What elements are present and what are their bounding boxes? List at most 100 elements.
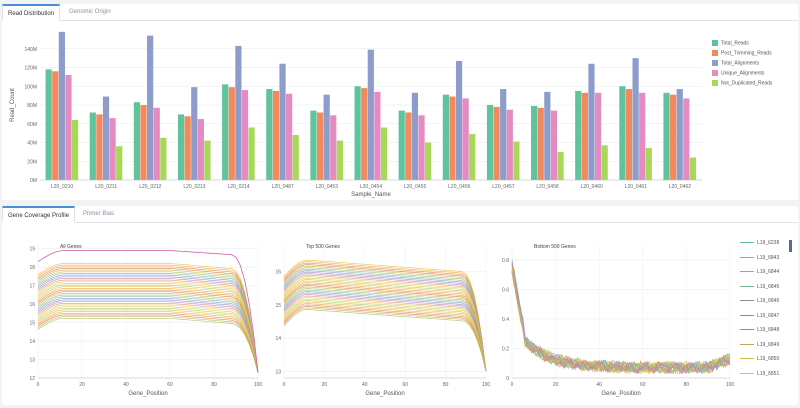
y-tick-label: 14 [29,339,35,345]
legend-item[interactable]: L19_6848 [740,327,779,333]
series-line [37,279,259,373]
legend-item[interactable]: Unique_Alignments [712,70,764,76]
x-tick-label: L20_0455 [404,184,426,190]
bar [594,92,602,180]
bar [575,90,582,180]
x-tick-label: 80 [211,382,217,388]
bar [670,94,677,180]
y-tick-label: 14 [275,336,281,342]
legend-item[interactable]: L19_6845 [740,284,779,290]
series-line [37,293,259,373]
legend-line [740,256,754,258]
sample-legend: L19_6238 L19_6843 L19_6844 L19_6845 L19_6846… [740,240,796,385]
y-tick-label: 17 [29,284,35,290]
legend-label: L19_6847 [757,312,780,319]
x-tick-label: L20_0214 [227,184,249,190]
tab-primer-bias[interactable]: Primer Bias [83,211,115,217]
x-tick-label: 100 [482,382,491,388]
bar [248,127,255,180]
legend-item[interactable]: Total_Reads [712,40,749,46]
series-line [283,261,487,372]
y-tick-label: 80M [27,103,37,109]
bar [323,94,330,180]
series-line [283,304,487,372]
legend-line [740,271,754,273]
bar [500,89,507,180]
legend-item[interactable]: Post_Trimming_Reads [712,50,772,56]
legend-label: Unique_Alignments [721,70,765,77]
y-tick-label: 16 [29,302,35,308]
legend-item[interactable]: Total_Alignments [712,60,759,66]
bar [411,92,419,180]
x-axis-title: Gene_Position [128,391,167,397]
series-line [283,283,487,372]
bar [442,94,449,180]
y-tick-label: 120M [24,66,37,72]
bar [380,127,388,180]
y-tick-label: 0 [506,376,509,382]
bar [625,89,633,180]
bar [544,91,551,180]
y-tick-label: 60M [27,122,37,128]
x-tick-label: 80 [684,382,690,388]
legend-line [740,285,754,287]
series-line [283,271,487,372]
x-tick-label: L20_0453 [316,184,338,190]
chart-title: All Genes [60,244,82,250]
series-line [37,299,259,373]
series-line [283,259,487,372]
x-tick-label: 40 [123,382,129,388]
y-tick-label: 13 [29,358,35,364]
series-line [37,286,259,373]
x-tick-label: L20_0213 [183,184,205,190]
legend-item[interactable]: L19_6847 [740,313,779,319]
legend-label: Not_Duplicated_Reads [721,80,773,87]
legend-item[interactable]: L19_6846 [740,298,779,304]
bar [330,115,337,180]
legend-item[interactable]: L19_6851 [740,371,779,377]
legend-item[interactable]: L19_6849 [740,342,779,348]
read-distribution-chart: 0M 20M 40M 60M 80M 100M 120M 140M L20_0210 L20_02… [10,31,702,198]
legend-item[interactable]: L19_6843 [740,255,779,261]
legend-swatch [712,50,718,56]
series-line [511,262,731,375]
tab-genomic-origin[interactable]: Genomic Origin [69,9,111,15]
series-line [283,264,487,372]
series-line [37,269,259,373]
bar [222,84,229,180]
bar [619,86,626,180]
legend-item[interactable]: L19_6238 [740,240,779,246]
series-line [37,306,259,373]
series-line [283,274,487,372]
legend-scroll-handle[interactable] [789,240,792,252]
y-tick-label: 0.2 [502,346,509,352]
x-tick-label: 40 [362,382,368,388]
legend-item[interactable]: L19_6850 [740,356,779,362]
bar [374,91,381,180]
legend-label: L19_6843 [757,254,780,261]
bar [449,96,456,180]
y-tick-label: 15 [275,303,281,309]
x-tick-label: 60 [402,382,408,388]
x-tick-label: L20_0212 [139,184,161,190]
series-line [37,271,259,373]
series-line [283,294,487,372]
x-tick-label: 0 [37,382,40,388]
y-tick-label: 100M [24,84,37,90]
series-line [283,262,487,372]
bar [398,110,405,180]
bar [140,105,147,180]
bar [235,45,242,180]
tab-gene-coverage-profile[interactable]: Gene Coverage Profile [2,206,76,223]
top-tabbar: Read Distribution Genomic Origin [2,4,798,21]
bar [676,89,683,180]
series-line [37,273,259,373]
x-tick-label: 60 [167,382,173,388]
series-line [283,306,487,372]
legend-item[interactable]: Not_Duplicated_Reads [712,80,772,86]
bar [184,116,191,180]
legend-swatch [712,70,718,76]
legend-item[interactable]: L19_6844 [740,269,779,275]
tab-read-distribution[interactable]: Read Distribution [2,4,61,21]
bar [537,107,544,180]
